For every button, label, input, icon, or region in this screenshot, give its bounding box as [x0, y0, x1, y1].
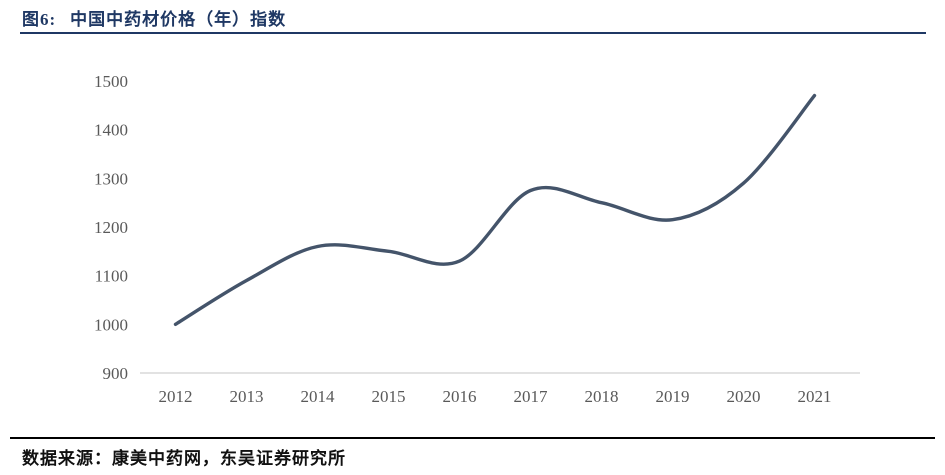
- x-axis-tick-label: 2019: [656, 387, 690, 406]
- y-axis-tick-label: 1100: [95, 267, 128, 286]
- x-axis-tick-label: 2021: [798, 387, 832, 406]
- x-axis-tick-label: 2014: [301, 387, 336, 406]
- x-axis-tick-label: 2015: [372, 387, 406, 406]
- y-axis-tick-label: 900: [103, 364, 129, 383]
- x-axis-tick-label: 2012: [159, 387, 193, 406]
- header-divider: [20, 32, 926, 34]
- data-source-text: 康美中药网，东吴证券研究所: [112, 449, 346, 468]
- figure-number-label: 图6:: [22, 10, 57, 29]
- footer-divider: [10, 437, 935, 439]
- x-axis-tick-label: 2018: [585, 387, 619, 406]
- x-axis-tick-label: 2017: [514, 387, 549, 406]
- y-axis-tick-label: 1500: [94, 72, 128, 91]
- chart-header: 图6: 中国中药材价格（年）指数: [22, 5, 286, 30]
- y-axis-tick-label: 1400: [94, 121, 128, 140]
- y-axis-tick-label: 1300: [94, 169, 128, 188]
- chart-title: 中国中药材价格（年）指数: [70, 10, 287, 29]
- data-source-line: 数据来源：康美中药网，东吴证券研究所: [22, 444, 346, 469]
- x-axis-tick-label: 2013: [230, 387, 264, 406]
- price-index-series-line: [173, 93, 817, 326]
- y-axis-tick-label: 1200: [94, 218, 128, 237]
- x-axis-tick-label: 2020: [727, 387, 761, 406]
- x-axis-tick-label: 2016: [443, 387, 477, 406]
- data-source-label: 数据来源：: [22, 449, 112, 468]
- y-axis-tick-label: 1000: [94, 315, 128, 334]
